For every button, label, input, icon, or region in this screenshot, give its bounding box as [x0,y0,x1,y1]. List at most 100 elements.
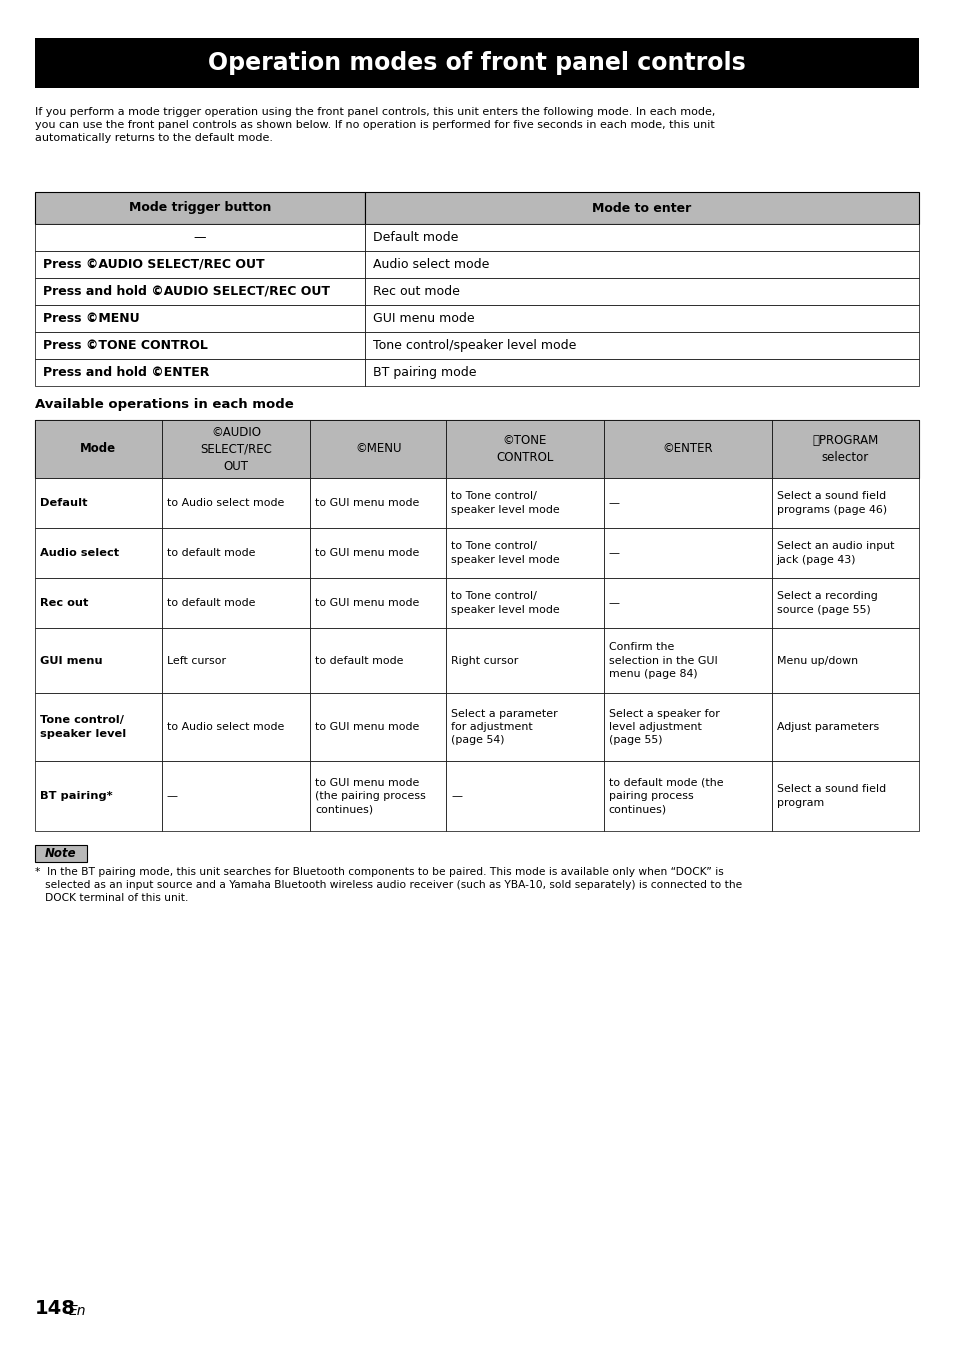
Bar [603,578,771,628]
Text: Rec out: Rec out [40,599,89,608]
Text: Confirm the
selection in the GUI
menu (page 84): Confirm the selection in the GUI menu (p… [608,642,717,678]
Text: Menu up/down: Menu up/down [776,655,857,666]
Bar [35,224,365,251]
Bar [35,251,365,278]
Text: to default mode: to default mode [167,599,254,608]
Bar [310,693,445,762]
Bar [35,38,918,88]
Bar [365,224,918,251]
Bar [603,628,771,693]
Bar [771,693,918,762]
Text: Note: Note [45,847,77,860]
Text: to default mode: to default mode [314,655,403,666]
Bar [771,421,918,479]
Text: ⓂPROGRAM
selector: ⓂPROGRAM selector [811,434,878,464]
Bar [445,528,603,578]
Text: GUI menu mode: GUI menu mode [373,311,475,325]
Bar [310,479,445,528]
Bar [35,278,365,305]
Text: Tone control/
speaker level: Tone control/ speaker level [40,716,126,739]
Bar [365,278,918,305]
Bar [35,359,365,386]
Text: ©ENTER: ©ENTER [661,442,712,456]
Text: selected as an input source and a Yamaha Bluetooth wireless audio receiver (such: selected as an input source and a Yamaha… [35,880,741,890]
Bar [365,332,918,359]
Bar [771,578,918,628]
Text: Select a sound field
programs (page 46): Select a sound field programs (page 46) [776,492,886,515]
Bar [445,693,603,762]
Bar [445,578,603,628]
Bar [35,332,365,359]
Text: to GUI menu mode: to GUI menu mode [314,497,419,508]
Bar [310,762,445,830]
Text: to default mode: to default mode [167,549,254,558]
Text: Mode trigger button: Mode trigger button [129,201,271,214]
Bar [35,421,161,479]
Bar [445,479,603,528]
Text: Operation modes of front panel controls: Operation modes of front panel controls [208,51,745,75]
Text: Audio select: Audio select [40,549,119,558]
Text: Audio select mode: Audio select mode [373,257,489,271]
Text: Tone control/speaker level mode: Tone control/speaker level mode [373,338,576,352]
Text: —: — [608,497,619,508]
Text: BT pairing*: BT pairing* [40,791,112,801]
Bar [35,479,161,528]
Text: to GUI menu mode: to GUI menu mode [314,549,419,558]
Text: to GUI menu mode: to GUI menu mode [314,723,419,732]
Bar [35,528,161,578]
Bar [161,693,310,762]
Bar [161,479,310,528]
Bar [35,421,918,479]
Text: —: — [608,599,619,608]
Bar [161,762,310,830]
Bar [310,528,445,578]
Text: Adjust parameters: Adjust parameters [776,723,878,732]
Bar [771,479,918,528]
Text: Select a parameter
for adjustment
(page 54): Select a parameter for adjustment (page … [451,709,558,745]
Text: Press ©MENU: Press ©MENU [43,311,139,325]
Bar [603,479,771,528]
Text: Select a recording
source (page 55): Select a recording source (page 55) [776,592,877,615]
Bar [365,191,918,224]
Text: ©MENU: ©MENU [355,442,401,456]
Bar [603,528,771,578]
Bar [35,845,87,861]
Text: Select a speaker for
level adjustment
(page 55): Select a speaker for level adjustment (p… [608,709,719,745]
Bar [35,762,161,830]
Text: BT pairing mode: BT pairing mode [373,367,476,379]
Bar [35,305,365,332]
Bar [161,578,310,628]
Bar [445,628,603,693]
Text: —: — [193,231,206,244]
Bar [445,762,603,830]
Bar [365,359,918,386]
Bar [35,628,161,693]
Text: to Tone control/
speaker level mode: to Tone control/ speaker level mode [451,492,559,515]
Bar [310,421,445,479]
Text: Select a sound field
program: Select a sound field program [776,785,885,807]
Bar [365,305,918,332]
Text: ©AUDIO
SELECT/REC
OUT: ©AUDIO SELECT/REC OUT [200,426,272,473]
Text: Default: Default [40,497,88,508]
Bar [603,693,771,762]
Text: Default mode: Default mode [373,231,457,244]
Text: If you perform a mode trigger operation using the front panel controls, this uni: If you perform a mode trigger operation … [35,106,715,143]
Bar [445,421,603,479]
Bar [310,578,445,628]
Text: GUI menu: GUI menu [40,655,103,666]
Text: ©TONE
CONTROL: ©TONE CONTROL [496,434,553,464]
Text: Available operations in each mode: Available operations in each mode [35,398,294,411]
Bar [35,578,161,628]
Text: *  In the BT pairing mode, this unit searches for Bluetooth components to be pai: * In the BT pairing mode, this unit sear… [35,867,723,878]
Text: to GUI menu mode
(the pairing process
continues): to GUI menu mode (the pairing process co… [314,778,426,814]
Bar [771,528,918,578]
Text: En: En [69,1304,87,1318]
Text: —: — [167,791,177,801]
Text: to Audio select mode: to Audio select mode [167,723,284,732]
Text: to Tone control/
speaker level mode: to Tone control/ speaker level mode [451,542,559,565]
Bar [161,421,310,479]
Bar [35,191,365,224]
Text: to default mode (the
pairing process
continues): to default mode (the pairing process con… [608,778,722,814]
Text: to Audio select mode: to Audio select mode [167,497,284,508]
Bar [365,251,918,278]
